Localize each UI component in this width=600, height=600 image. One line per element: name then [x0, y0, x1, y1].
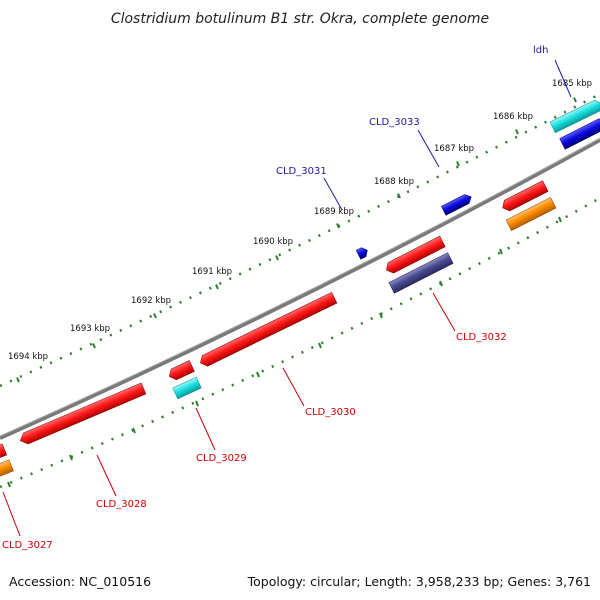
- gene-red-upper-right[interactable]: [500, 180, 549, 213]
- tick-labels: 1685 kbp 1686 kbp 1687 kbp 1688 kbp 1689…: [8, 79, 592, 362]
- tick-label: 1686 kbp: [493, 112, 533, 122]
- genome-backbone: [0, 138, 600, 440]
- gene-cld-3032-red[interactable]: [384, 235, 446, 275]
- gene-label-cld-3031[interactable]: CLD_3031: [276, 166, 327, 177]
- gene-label-cld-3027[interactable]: CLD_3027: [2, 540, 53, 551]
- gene-label-cld-3032[interactable]: CLD_3032: [456, 332, 507, 343]
- gene-cld-3027[interactable]: [0, 459, 14, 480]
- gene-cld-3030[interactable]: [198, 291, 338, 368]
- gene-cld-3028[interactable]: [18, 382, 147, 446]
- gene-label-cld-3028[interactable]: CLD_3028: [96, 499, 147, 510]
- gene-cld-3029[interactable]: [172, 376, 202, 400]
- outer-tick-line: [0, 92, 600, 388]
- tick-label: 1689 kbp: [314, 207, 354, 217]
- tick-label: 1693 kbp: [70, 324, 110, 334]
- gene-label-cld-3030[interactable]: CLD_3030: [305, 407, 356, 418]
- tick-label: 1692 kbp: [131, 296, 171, 306]
- genome-backbone-highlight: [0, 137, 600, 437]
- tick-label: 1690 kbp: [253, 237, 293, 247]
- leader-lines: [2, 59, 572, 537]
- map-title: Clostridium botulinum B1 str. Okra, comp…: [111, 11, 489, 27]
- tick-label: 1694 kbp: [8, 352, 48, 362]
- tick-label: 1685 kbp: [552, 79, 592, 89]
- gene-label-ldh[interactable]: ldh: [533, 45, 548, 56]
- gene-cld-3033[interactable]: [441, 192, 473, 216]
- gene-ldh-blue[interactable]: [559, 117, 600, 150]
- gene-orange-upper-right[interactable]: [505, 196, 557, 232]
- gene-cld-3027-red[interactable]: [0, 443, 8, 462]
- gene-cld-3029-red[interactable]: [167, 360, 195, 381]
- gene-label-cld-3029[interactable]: CLD_3029: [196, 453, 247, 464]
- gene-label-cld-3033[interactable]: CLD_3033: [369, 117, 420, 128]
- tick-label: 1687 kbp: [434, 144, 474, 154]
- tick-label: 1688 kbp: [374, 177, 414, 187]
- gene-cld-3032[interactable]: [388, 252, 454, 294]
- inner-tick-line: [0, 196, 600, 489]
- gene-ldh-cyan[interactable]: [549, 98, 600, 134]
- gene-cld-3031[interactable]: [355, 246, 369, 260]
- tick-label: 1691 kbp: [192, 267, 232, 277]
- topology-summary: Topology: circular; Length: 3,958,233 bp…: [247, 574, 591, 589]
- accession-text: Accession: NC_010516: [9, 574, 151, 589]
